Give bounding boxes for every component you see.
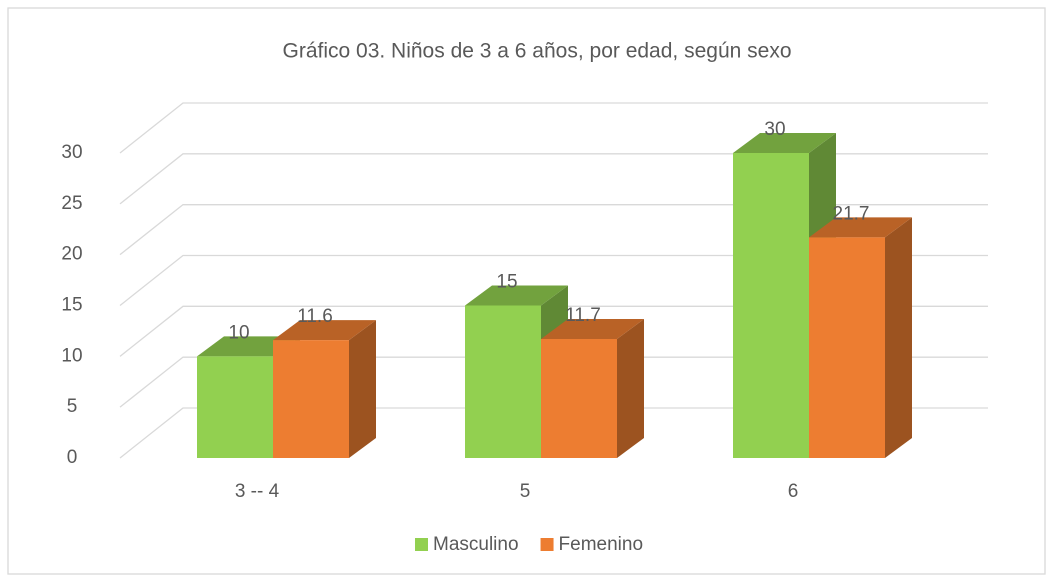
legend-swatch: [540, 538, 554, 551]
x-tick-label: 5: [520, 481, 531, 502]
x-tick-label: 6: [788, 481, 799, 502]
y-tick-label: 5: [67, 396, 78, 417]
value-label: 30: [764, 119, 785, 140]
chart-title: Gráfico 03. Niños de 3 a 6 años, por eda…: [283, 40, 792, 63]
grid-line: [119, 102, 988, 154]
grid-line: [119, 356, 988, 408]
value-label: 10: [228, 322, 249, 343]
y-tick-label: 25: [61, 193, 82, 214]
bar-top: [733, 133, 836, 153]
y-tick-label: 10: [61, 345, 82, 366]
bar-front: [733, 153, 809, 458]
value-label: 11.6: [297, 306, 333, 327]
bar-front: [541, 339, 617, 458]
bar-front: [809, 237, 885, 458]
bar-top: [465, 285, 568, 306]
value-label: 11.7: [565, 305, 601, 326]
bar-side: [617, 319, 644, 458]
legend-label: Masculino: [433, 534, 519, 555]
bar: [541, 319, 644, 458]
bar: [809, 217, 912, 458]
bar: [273, 320, 376, 458]
x-tick-label: 3 -- 4: [235, 481, 280, 502]
y-tick-label: 20: [61, 244, 82, 265]
value-label: 15: [496, 272, 517, 293]
bar-front: [273, 340, 349, 458]
grid-line: [119, 305, 988, 357]
bar-top: [809, 217, 912, 238]
y-tick-label: 0: [67, 447, 78, 468]
y-tick-label: 30: [61, 142, 82, 163]
grid-line: [119, 254, 988, 307]
bar-front: [465, 305, 541, 458]
bar-front: [197, 356, 273, 458]
grid-line: [119, 204, 988, 256]
bar-top: [273, 320, 376, 341]
bar-top: [541, 319, 644, 340]
bar-side: [349, 320, 376, 458]
grid-line: [119, 407, 988, 459]
legend-swatch: [415, 538, 428, 551]
grid-line: [119, 153, 988, 205]
bar-side: [885, 217, 912, 458]
y-tick-label: 15: [61, 295, 82, 316]
value-label: 21.7: [833, 203, 870, 224]
legend-label: Femenino: [559, 534, 644, 555]
